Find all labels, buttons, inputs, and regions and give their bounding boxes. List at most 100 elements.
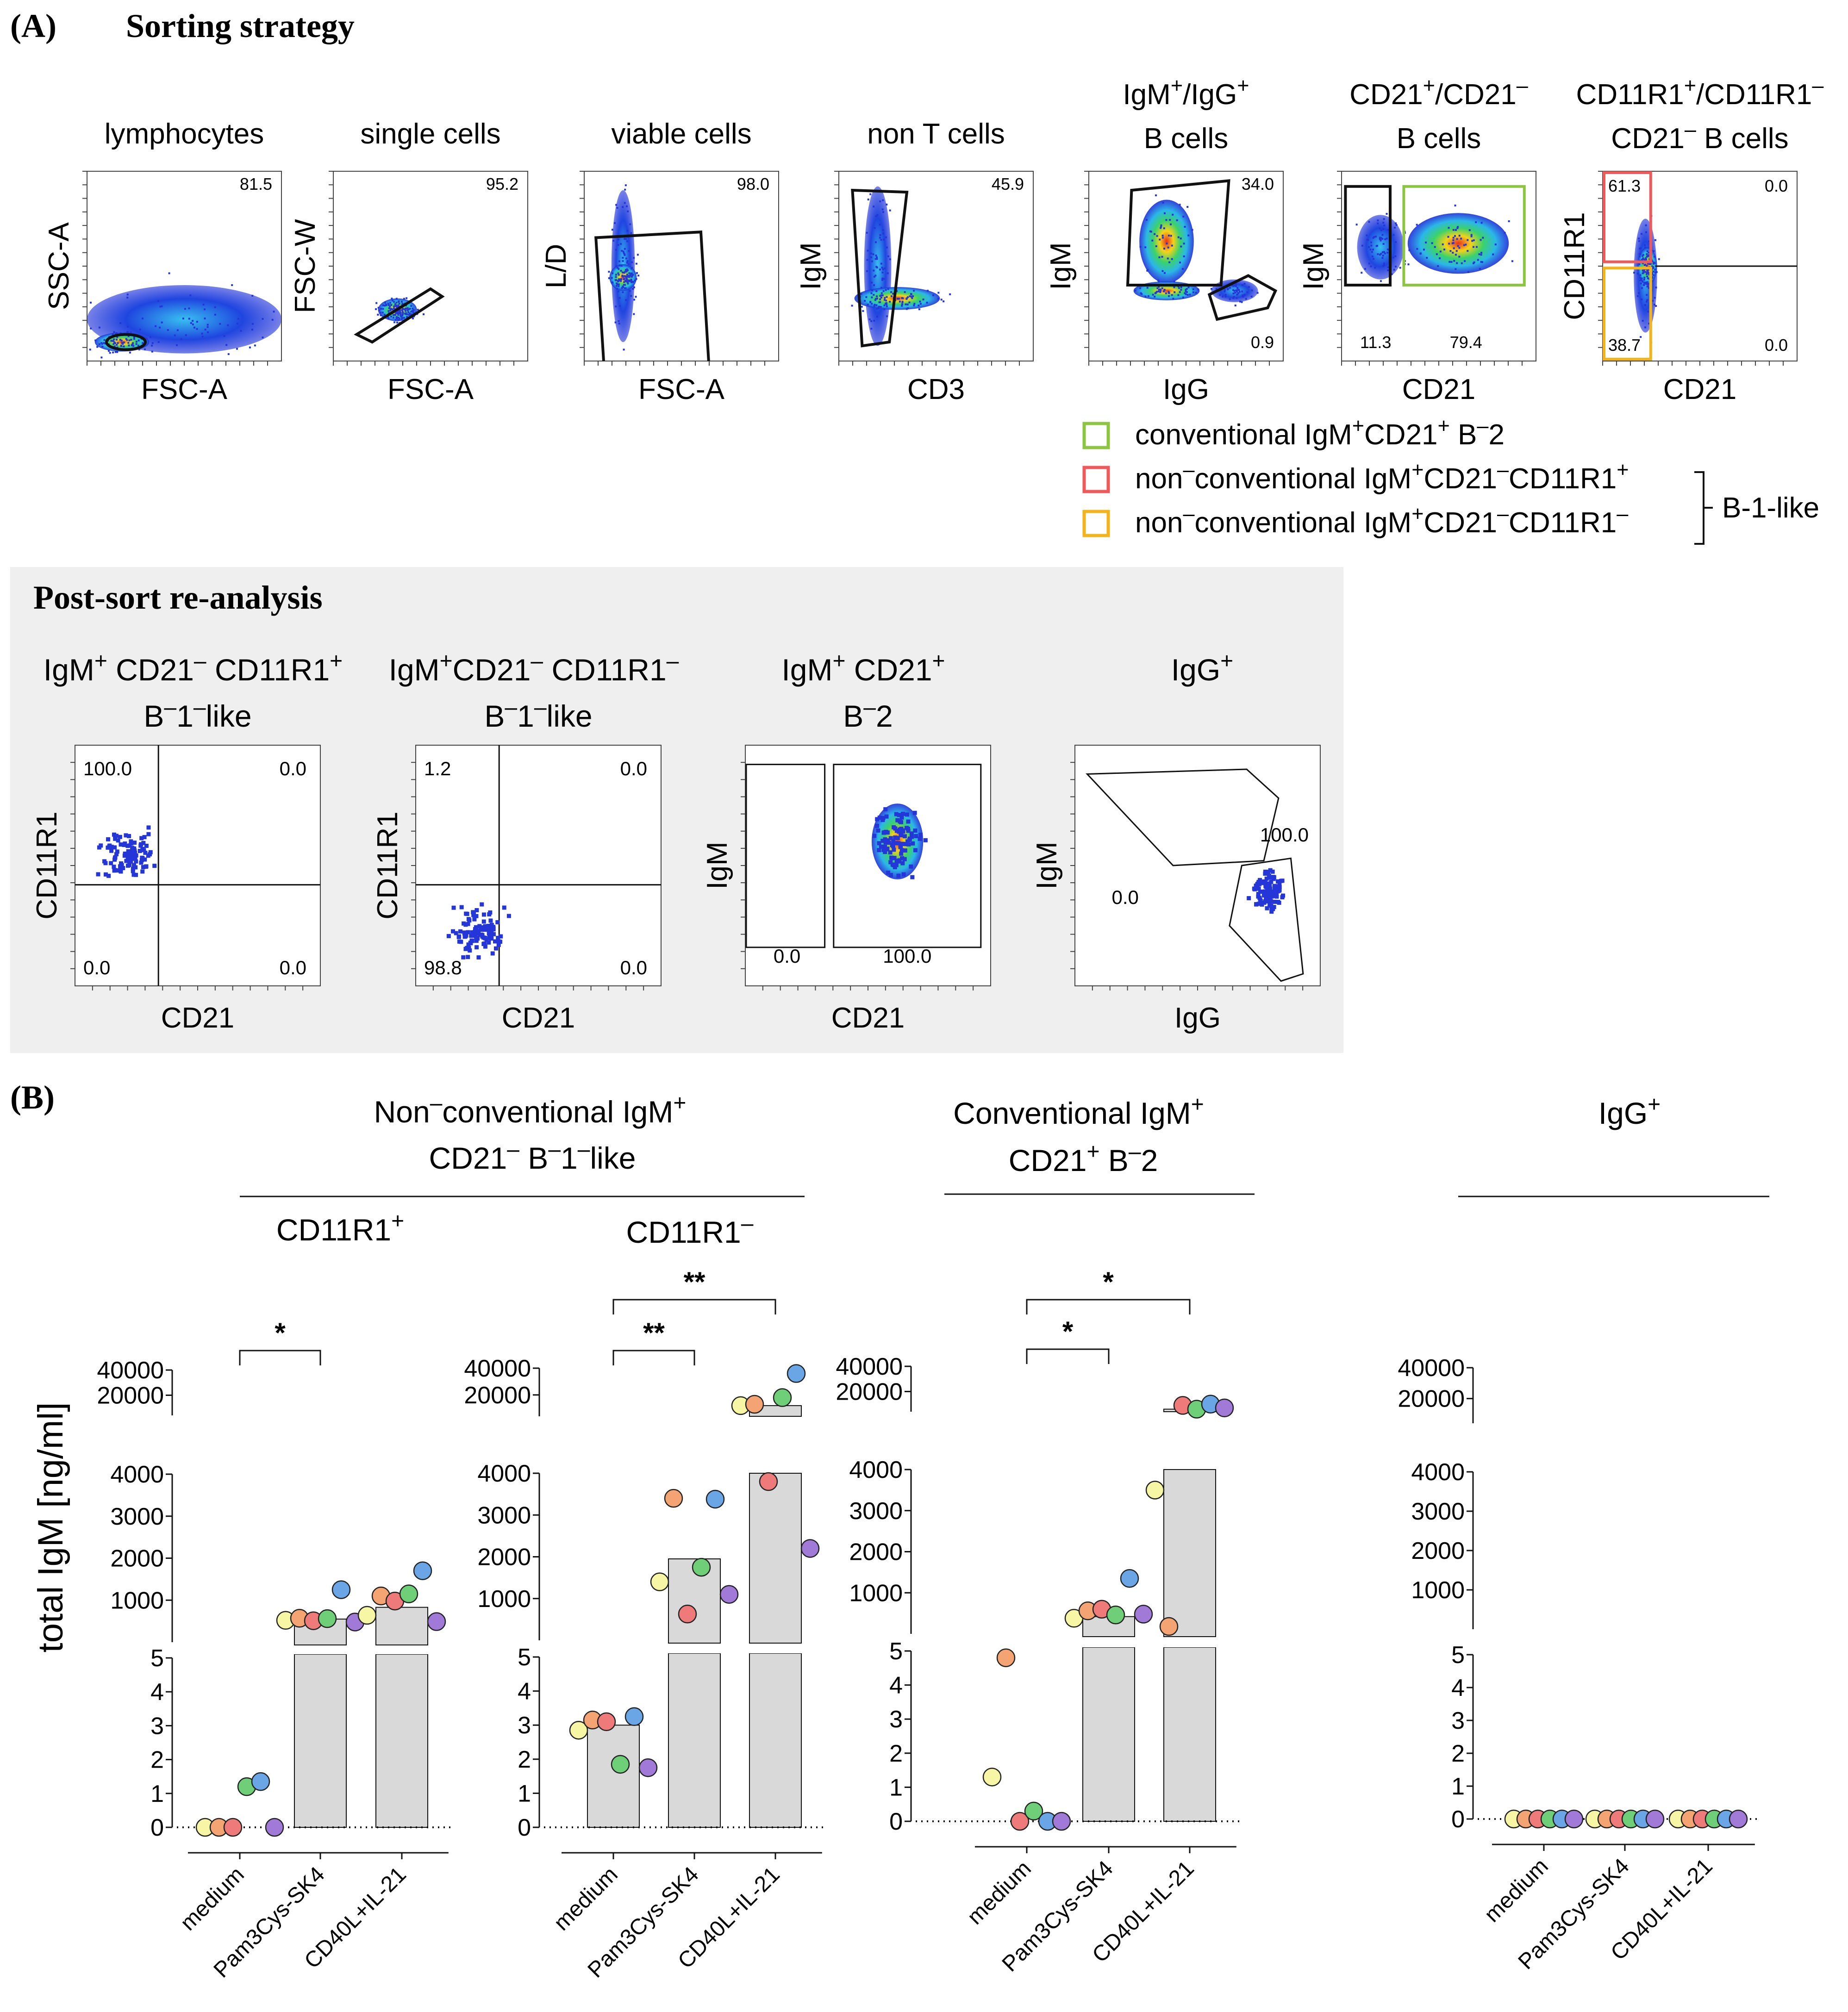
event-dot (262, 318, 264, 320)
event-dot (139, 858, 144, 863)
y-tick-label: 2 (1451, 1740, 1465, 1767)
event-dot (176, 329, 179, 331)
event-dot (223, 335, 225, 337)
event-dot (905, 297, 908, 299)
cd21-positive-gate (1402, 185, 1526, 287)
event-dot (913, 303, 916, 305)
event-dot (190, 322, 192, 324)
event-dot (1158, 286, 1160, 288)
event-dot (879, 200, 881, 203)
event-dot (204, 329, 206, 331)
gate-shapes (1126, 179, 1278, 321)
event-dot (139, 329, 141, 331)
event-dot (1641, 277, 1643, 280)
event-dot (1455, 229, 1457, 231)
plot-frame (745, 745, 991, 986)
event-dot (146, 825, 151, 830)
event-dot (876, 258, 878, 260)
event-dot (1159, 238, 1161, 241)
event-dot (873, 275, 875, 278)
event-dot (883, 278, 885, 280)
event-dot (903, 848, 907, 853)
event-dot (885, 830, 890, 835)
event-dot (206, 326, 209, 328)
event-dot (901, 300, 904, 303)
donor-point (597, 1712, 616, 1732)
event-dot (1646, 283, 1648, 285)
postsort-title: Post-sort re-analysis (33, 579, 323, 616)
event-dot (623, 272, 625, 274)
event-dot (1165, 219, 1167, 221)
event-dot (137, 849, 142, 853)
event-dot (1245, 298, 1247, 300)
event-dot (251, 323, 254, 325)
event-dot (182, 318, 184, 320)
event-dot (1382, 222, 1385, 224)
event-dot (168, 272, 170, 274)
event-dot (624, 287, 626, 289)
event-dot (897, 829, 901, 834)
donor-point (759, 1472, 778, 1491)
event-dot (631, 261, 633, 263)
event-dot (139, 836, 144, 841)
event-dot (115, 338, 118, 341)
event-dot (132, 342, 134, 344)
event-dot (400, 312, 402, 315)
gating-y-axis-label: IgM (795, 242, 827, 290)
event-dot (1241, 301, 1243, 303)
event-dot (103, 861, 108, 866)
event-dot (113, 836, 118, 841)
event-dot (1644, 326, 1647, 329)
event-dot (1375, 245, 1378, 247)
event-dot (1373, 236, 1375, 238)
event-dot (119, 842, 123, 847)
event-dot (112, 868, 117, 873)
gate-value: 11.3 (1360, 333, 1391, 352)
event-dot (131, 866, 135, 871)
event-dot (1269, 909, 1274, 914)
event-dot (1160, 227, 1162, 229)
event-dot (624, 202, 626, 204)
event-dot (487, 931, 491, 935)
event-dot (113, 331, 115, 333)
event-dot (1454, 235, 1456, 237)
event-dot (1383, 218, 1385, 220)
y-tick-label: 4000 (110, 1461, 164, 1488)
event-dot (1642, 255, 1644, 257)
event-dot (1366, 234, 1368, 237)
event-dot (874, 241, 877, 243)
axis-break-gap (374, 1646, 430, 1654)
donor-point (719, 1585, 739, 1604)
bar-CD40L+IL-21 (375, 1607, 428, 1645)
event-dot (629, 290, 631, 292)
event-dot (1639, 277, 1641, 279)
event-dot (1172, 298, 1174, 300)
event-dot (876, 316, 878, 318)
event-dot (879, 237, 881, 239)
event-dot (876, 297, 878, 299)
event-dot (116, 343, 118, 346)
event-dot (615, 265, 618, 268)
event-dot (1274, 887, 1279, 892)
y-tick-label: 2000 (110, 1545, 164, 1572)
event-dot (1646, 271, 1648, 274)
event-dot (629, 274, 631, 276)
gating-plot-title: IgM+/IgG+ (1123, 74, 1249, 111)
donor-point (1120, 1569, 1139, 1588)
event-dot (1472, 262, 1474, 264)
event-dot (873, 284, 875, 287)
event-dot (866, 231, 868, 234)
group-title: CD21+ B–2 (1009, 1140, 1158, 1178)
x-tick-label: medium (1480, 1854, 1553, 1927)
event-dot (624, 280, 627, 282)
y-tick-label: 3 (518, 1712, 531, 1739)
event-dot (473, 927, 477, 932)
event-dot (1379, 237, 1381, 239)
event-dot (1652, 270, 1654, 273)
event-dot (868, 318, 871, 321)
postsort-title: B–1–like (144, 695, 251, 734)
event-dot (1224, 295, 1227, 298)
event-dot (891, 839, 896, 843)
gate-value: 81.5 (240, 174, 272, 193)
event-dot (176, 344, 178, 346)
